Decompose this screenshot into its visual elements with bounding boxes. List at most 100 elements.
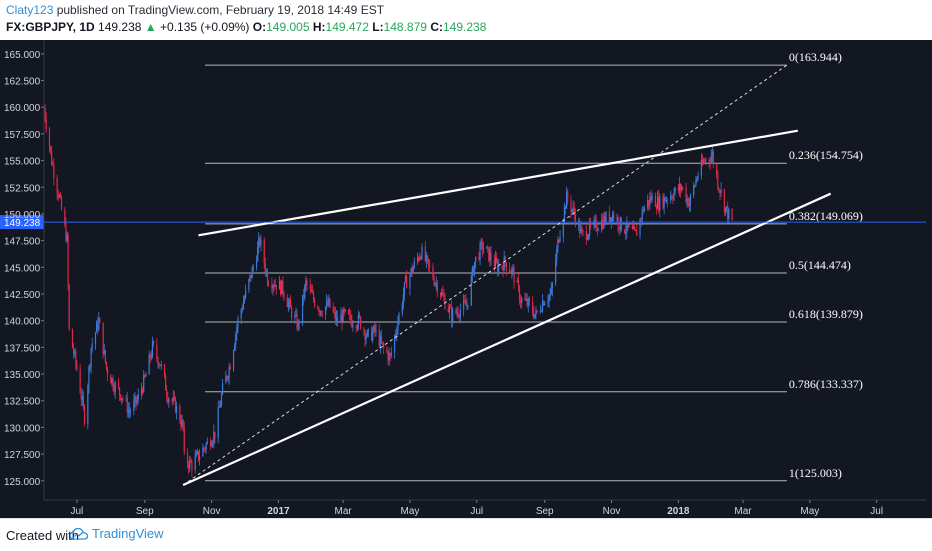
candle-body — [220, 394, 223, 406]
author-link[interactable]: Claty123 — [6, 3, 54, 17]
candle-body — [367, 328, 369, 332]
candle-body — [226, 375, 228, 379]
fib-level-label: 0.618(139.879) — [789, 307, 863, 321]
candle-body — [163, 364, 166, 376]
candle-body — [280, 280, 282, 295]
candle-body — [650, 196, 652, 201]
candle-body — [213, 431, 215, 442]
candle-body — [114, 382, 116, 393]
candle-body — [409, 274, 411, 289]
close-label: C: — [430, 20, 443, 34]
price-chart[interactable]: 0(163.944) 0.236(154.754) 0.382(149.069) 0.… — [0, 40, 932, 518]
candle-body — [470, 276, 472, 305]
candle-body — [180, 421, 182, 427]
candle-body — [597, 229, 599, 231]
candle-body — [475, 256, 477, 262]
fib-level-label: 0.786(133.337) — [789, 377, 863, 391]
candle-body — [432, 266, 434, 279]
candle-body — [212, 441, 214, 445]
candle-body — [53, 165, 55, 178]
price-tick-label: 125.000 — [4, 477, 41, 488]
candle-body — [564, 206, 567, 209]
candle-body — [97, 322, 99, 330]
candle-body — [527, 298, 529, 306]
candle-body — [487, 246, 489, 248]
candle-body — [355, 326, 357, 329]
candle-body — [694, 185, 696, 187]
ohlc-line: FX:GBPJPY, 1D 149.238 ▲ +0.135 (+0.09%) … — [6, 20, 486, 34]
candle-body — [144, 375, 146, 377]
candle-body — [351, 320, 353, 327]
candle-body — [49, 146, 52, 151]
candle-body — [625, 231, 627, 233]
candle-body — [159, 364, 161, 366]
candle-body — [75, 351, 77, 364]
candle-body — [179, 405, 181, 422]
chart-area[interactable]: 0(163.944) 0.236(154.754) 0.382(149.069) 0.… — [0, 40, 932, 518]
candle-body — [258, 238, 260, 247]
candle-body — [145, 374, 147, 377]
candle-body — [64, 209, 66, 225]
candle-body — [314, 299, 316, 307]
candle-body — [697, 175, 699, 179]
candle-body — [466, 305, 468, 307]
brand-link[interactable]: TradingView — [70, 526, 164, 541]
candle-body — [587, 234, 590, 239]
candle-body — [106, 368, 109, 376]
candle-body — [229, 366, 231, 370]
candle-body — [574, 214, 576, 225]
candle-body — [360, 316, 362, 329]
candle-body — [142, 389, 144, 393]
candle-body — [214, 431, 216, 438]
candle-body — [548, 295, 550, 301]
candle-body — [448, 307, 450, 313]
candle-body — [578, 221, 580, 225]
candle-body — [344, 309, 346, 312]
candle-body — [440, 292, 442, 297]
candle-body — [586, 238, 589, 240]
candle-body — [104, 350, 106, 362]
trend-lines[interactable] — [182, 64, 832, 487]
candle-body — [150, 355, 152, 359]
last-price-line: 149.238 — [0, 215, 926, 230]
lower-channel-line[interactable] — [182, 192, 832, 487]
candle-body — [103, 350, 105, 355]
price-tick-label: 135.000 — [4, 370, 41, 381]
candle-body — [218, 407, 220, 408]
footer: Created with TradingView — [0, 518, 932, 551]
candle-body — [512, 268, 514, 269]
candle-body — [134, 396, 136, 402]
upper-channel-line[interactable] — [198, 129, 798, 237]
time-tick-label: Nov — [603, 506, 621, 517]
candle-body — [286, 297, 288, 307]
fib-level-label: 0.236(154.754) — [789, 148, 863, 162]
price-axis[interactable]: 125.000 127.500 130.000 132.500 135.000 137.5… — [4, 40, 45, 500]
candle-body — [447, 308, 449, 313]
fib-diagonal-line[interactable] — [182, 64, 788, 486]
candle-body — [167, 396, 169, 403]
time-tick-label: Mar — [334, 506, 352, 517]
candle-body — [425, 255, 427, 261]
price-tick-label: 162.500 — [4, 77, 41, 88]
candle-body — [718, 188, 720, 191]
candle-body — [723, 189, 725, 212]
time-axis[interactable]: Jul Sep Nov 2017 Mar May Jul Sep Nov 2018 Mar May Ju… — [44, 499, 926, 517]
candle-body — [590, 222, 592, 226]
candle-body — [126, 398, 128, 413]
candle-body — [324, 306, 327, 316]
candle-body — [398, 313, 400, 323]
candle-body — [295, 314, 297, 316]
candle-body — [633, 226, 636, 230]
symbol-label[interactable]: FX:GBPJPY, 1D — [6, 20, 95, 34]
fib-retracement[interactable]: 0(163.944) 0.236(154.754) 0.382(149.069) 0.… — [205, 50, 863, 482]
candle-body — [68, 284, 70, 330]
candle-body — [502, 266, 504, 271]
candle-body — [659, 196, 661, 211]
candle-body — [241, 309, 243, 310]
candle-body — [605, 212, 607, 223]
candle-body — [257, 246, 259, 262]
candle-body — [589, 222, 591, 235]
candle-body — [728, 209, 730, 219]
candle-body — [168, 399, 170, 403]
candle-body — [237, 318, 239, 328]
